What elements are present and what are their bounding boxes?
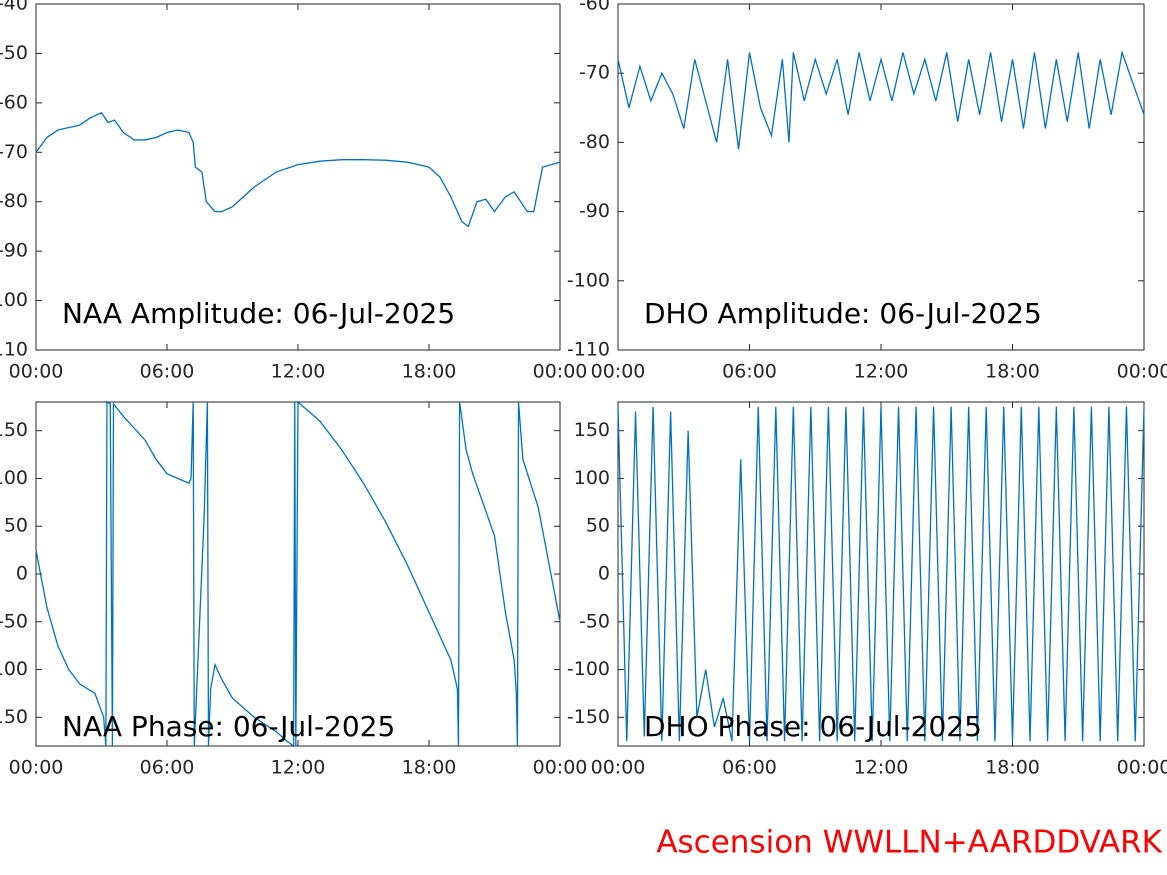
y-tick-label: -80 (579, 131, 610, 153)
footer: Ascension WWLLN+AARDDVARK (656, 825, 1162, 861)
y-tick-label: -110 (567, 339, 610, 361)
y-tick-label: -100 (0, 658, 28, 680)
x-tick-label: 00:00 (9, 361, 64, 383)
y-tick-label: -150 (567, 706, 610, 728)
x-tick-label: 06:00 (722, 757, 777, 779)
y-tick-label: -50 (0, 610, 28, 632)
plot-title: NAA Phase: 06-Jul-2025 (62, 710, 395, 743)
x-tick-label: 12:00 (854, 361, 909, 383)
y-tick-label: -80 (0, 190, 28, 212)
y-tick-label: 100 (0, 467, 28, 489)
data-line (35, 111, 561, 228)
y-tick-label: -110 (0, 339, 28, 361)
x-tick-label: 00:00 (591, 361, 646, 383)
x-tick-label: 12:00 (271, 757, 326, 779)
y-tick-label: -90 (579, 200, 610, 222)
x-tick-label: 00:00 (1117, 361, 1167, 383)
x-tick-label: 00:00 (9, 757, 64, 779)
x-tick-label: 18:00 (985, 757, 1040, 779)
data-line (617, 49, 1145, 150)
x-tick-label: 12:00 (854, 757, 909, 779)
y-tick-label: -150 (0, 706, 28, 728)
plot-frame (617, 401, 1145, 747)
x-tick-label: 00:00 (1117, 757, 1167, 779)
y-tick-label: 50 (586, 515, 610, 537)
data-line (35, 400, 561, 748)
y-tick-label: 150 (574, 419, 610, 441)
plot-title: DHO Amplitude: 06-Jul-2025 (644, 297, 1042, 330)
x-tick-label: 00:00 (533, 361, 588, 383)
y-tick-label: -90 (0, 240, 28, 262)
x-tick-label: 18:00 (402, 757, 457, 779)
x-tick-label: 00:00 (591, 757, 646, 779)
x-tick-label: 18:00 (985, 361, 1040, 383)
y-tick-label: -50 (579, 610, 610, 632)
y-tick-label: 0 (598, 563, 610, 585)
plot-title: NAA Amplitude: 06-Jul-2025 (62, 297, 455, 330)
y-tick-label: -100 (0, 289, 28, 311)
y-tick-label: 150 (0, 419, 28, 441)
x-tick-label: 06:00 (722, 361, 777, 383)
x-tick-label: 00:00 (533, 757, 588, 779)
y-tick-label: 50 (4, 515, 28, 537)
y-tick-label: -70 (0, 141, 28, 163)
data-line (617, 406, 1145, 742)
plot-title: DHO Phase: 06-Jul-2025 (644, 710, 982, 743)
x-tick-label: 06:00 (140, 361, 195, 383)
y-tick-label: 100 (574, 467, 610, 489)
y-tick-label: -100 (567, 269, 610, 291)
x-tick-label: 12:00 (271, 361, 326, 383)
y-tick-label: -50 (0, 42, 28, 64)
y-tick-label: 0 (16, 563, 28, 585)
y-tick-label: -100 (567, 658, 610, 680)
x-tick-label: 06:00 (140, 757, 195, 779)
y-tick-label: -60 (0, 91, 28, 113)
y-tick-label: -70 (579, 62, 610, 84)
y-tick-label: -60 (579, 0, 610, 15)
x-tick-label: 18:00 (402, 361, 457, 383)
y-tick-label: -40 (0, 0, 28, 15)
